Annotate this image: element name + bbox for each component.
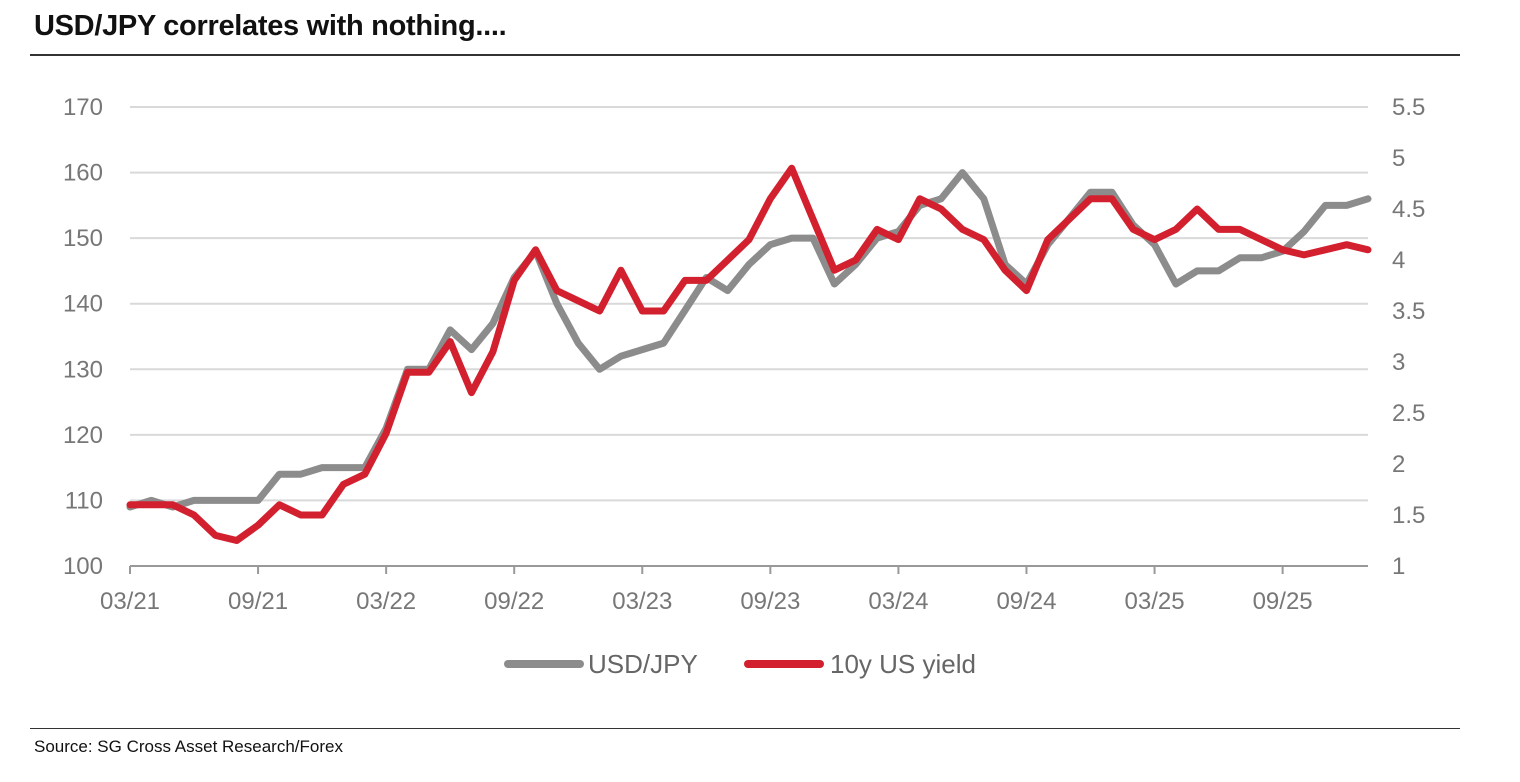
y-left-tick-label: 150 [63, 225, 103, 252]
series-line-usdjpy [126, 169, 1372, 511]
grid-lines [130, 106, 1368, 502]
line-chart: 03/21 09/21 03/22 09/22 03/23 09/23 03/24 09/24… [63, 94, 1425, 679]
title-divider [30, 54, 1460, 56]
page-title: USD/JPY correlates with nothing.... [34, 10, 507, 42]
x-tick-label: 03/23 [612, 588, 672, 615]
y-right-tick-label: 5.5 [1392, 94, 1425, 121]
y-right-tick-label: 4.5 [1392, 196, 1425, 223]
x-axis: 03/21 09/21 03/22 09/22 03/23 09/23 03/24 09/24… [100, 565, 1368, 615]
y-right-tick-label: 2 [1392, 451, 1405, 478]
y-left-tick-label: 110 [65, 487, 103, 514]
legend-label: USD/JPY [588, 649, 698, 679]
x-tick-label: 09/23 [740, 588, 800, 615]
y-right-tick-label: 5 [1392, 145, 1405, 172]
x-tick-label: 09/25 [1253, 588, 1313, 615]
legend-label: 10y US yield [830, 649, 976, 679]
y-left-tick-label: 160 [63, 160, 103, 187]
source-divider [30, 728, 1460, 729]
series-line-10y-yield [126, 164, 1372, 544]
x-tick-label: 09/24 [996, 588, 1056, 615]
y-right-tick-label: 3.5 [1392, 298, 1425, 325]
source-note: Source: SG Cross Asset Research/Forex [34, 737, 343, 756]
x-tick-label: 09/21 [228, 588, 288, 615]
y-right-tick-label: 4 [1392, 247, 1405, 274]
y-left-tick-label: 120 [63, 422, 103, 449]
y-left-tick-label: 100 [63, 553, 103, 580]
y-right-tick-label: 1 [1392, 553, 1405, 580]
y-right-tick-label: 1.5 [1392, 502, 1425, 529]
x-tick-label: 03/25 [1125, 588, 1185, 615]
y-left-tick-label: 170 [63, 94, 103, 121]
x-tick-label: 03/22 [356, 588, 416, 615]
legend-item-usdjpy: USD/JPY [504, 649, 698, 679]
y-left-tick-label: 130 [63, 356, 103, 383]
x-tick-label: 03/24 [868, 588, 928, 615]
y-right-tick-label: 2.5 [1392, 400, 1425, 427]
y-axis-left: 100 110 120 130 140 150 160 170 [63, 94, 103, 580]
y-left-tick-label: 140 [63, 291, 103, 318]
x-tick-label: 09/22 [484, 588, 544, 615]
legend: USD/JPY 10y US yield [504, 649, 976, 679]
x-tick-label: 03/21 [100, 588, 160, 615]
plot-area [126, 164, 1372, 544]
y-axis-right: 1 1.5 2 2.5 3 3.5 4 4.5 5 5.5 [1392, 94, 1425, 580]
y-right-tick-label: 3 [1392, 349, 1405, 376]
legend-item-10y-yield: 10y US yield [744, 649, 976, 679]
